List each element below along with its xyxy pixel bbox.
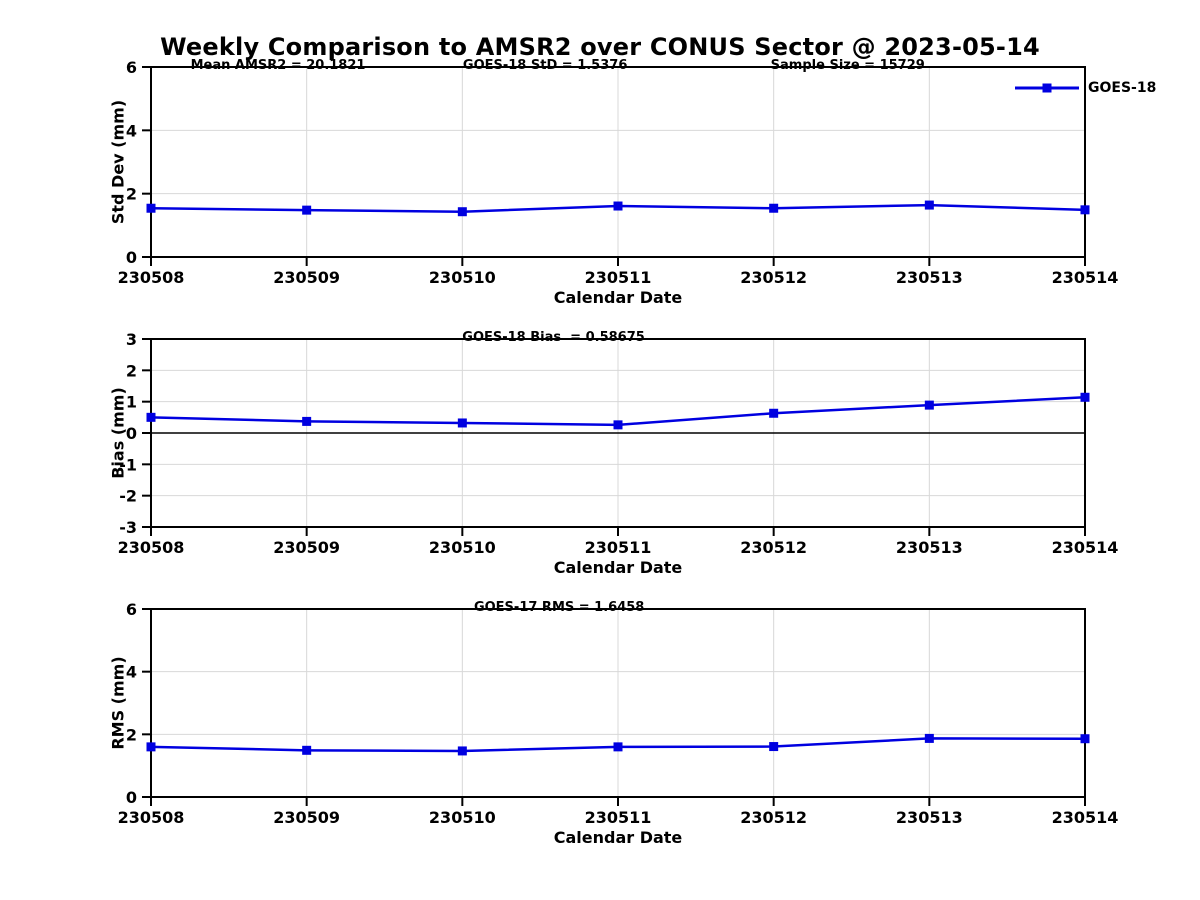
legend-label: GOES-18 <box>1088 80 1157 96</box>
figure-title: Weekly Comparison to AMSR2 over CONUS Se… <box>160 33 1040 61</box>
data-point-marker <box>924 400 934 410</box>
y-tick-label: -3 <box>119 518 137 537</box>
data-point-marker <box>146 742 156 752</box>
annotation: Sample Size = 15729 <box>770 58 925 73</box>
data-point-marker <box>302 416 312 426</box>
x-tick-label: 230513 <box>896 268 963 287</box>
y-tick-label: 2 <box>126 725 137 744</box>
y-tick-label: -2 <box>119 487 137 506</box>
y-tick-label: 6 <box>126 58 137 77</box>
y-tick-label: 4 <box>126 663 137 682</box>
x-tick-label: 230510 <box>429 538 496 557</box>
data-point-marker <box>1080 734 1090 744</box>
x-axis-label: Calendar Date <box>553 558 683 577</box>
y-axis-label: RMS (mm) <box>108 656 128 750</box>
data-point-marker <box>769 408 779 418</box>
x-tick-label: 230513 <box>896 538 963 557</box>
x-tick-label: 230509 <box>273 268 340 287</box>
y-tick-label: 1 <box>126 393 137 412</box>
x-tick-label: 230514 <box>1052 538 1119 557</box>
legend: GOES-18 <box>1013 80 1156 96</box>
x-tick-label: 230509 <box>273 808 340 827</box>
data-point-marker <box>302 205 312 215</box>
data-point-marker <box>924 733 934 743</box>
x-tick-label: 230510 <box>429 268 496 287</box>
x-tick-label: 230512 <box>740 538 807 557</box>
x-tick-label: 230509 <box>273 538 340 557</box>
annotation: Mean AMSR2 = 20.1821 <box>190 58 366 73</box>
data-point-marker <box>613 742 623 752</box>
y-tick-label: 2 <box>126 361 137 380</box>
data-point-marker <box>457 418 467 428</box>
data-point-marker <box>924 200 934 210</box>
y-tick-label: 0 <box>126 424 137 443</box>
annotation: GOES-18 StD = 1.5376 <box>462 58 628 73</box>
x-tick-label: 230508 <box>118 268 185 287</box>
y-tick-label: 4 <box>126 121 137 140</box>
data-point-marker <box>769 742 779 752</box>
x-tick-label: 230508 <box>118 808 185 827</box>
y-tick-label: 0 <box>126 248 137 267</box>
y-tick-label: 0 <box>126 788 137 807</box>
y-tick-label: 2 <box>126 185 137 204</box>
x-tick-label: 230511 <box>585 268 652 287</box>
y-axis-label: Std Dev (mm) <box>108 99 128 225</box>
data-point-marker <box>769 203 779 213</box>
y-tick-label: 3 <box>126 330 137 349</box>
data-point-marker <box>613 420 623 430</box>
y-axis-label: Bias (mm) <box>108 387 128 479</box>
x-tick-label: 230513 <box>896 808 963 827</box>
x-tick-label: 230511 <box>585 538 652 557</box>
x-tick-label: 230514 <box>1052 268 1119 287</box>
x-axis-label: Calendar Date <box>553 828 683 847</box>
x-axis-label: Calendar Date <box>553 288 683 307</box>
legend-line-marker-icon <box>1015 83 1079 93</box>
x-tick-label: 230508 <box>118 538 185 557</box>
x-tick-label: 230512 <box>740 268 807 287</box>
annotation: GOES-17 RMS = 1.6458 <box>473 600 645 615</box>
y-tick-label: 6 <box>126 600 137 619</box>
x-tick-label: 230514 <box>1052 808 1119 827</box>
annotation: GOES-18 Bias = 0.58675 <box>462 330 645 345</box>
x-tick-label: 230511 <box>585 808 652 827</box>
y-tick-label: -1 <box>119 455 137 474</box>
x-tick-label: 230510 <box>429 808 496 827</box>
data-point-marker <box>613 201 623 211</box>
data-point-marker <box>1080 392 1090 402</box>
data-point-marker <box>146 203 156 213</box>
x-tick-label: 230512 <box>740 808 807 827</box>
data-point-marker <box>457 746 467 756</box>
data-point-marker <box>302 745 312 755</box>
data-point-marker <box>1080 205 1090 215</box>
data-point-marker <box>457 207 467 217</box>
data-point-marker <box>146 412 156 422</box>
